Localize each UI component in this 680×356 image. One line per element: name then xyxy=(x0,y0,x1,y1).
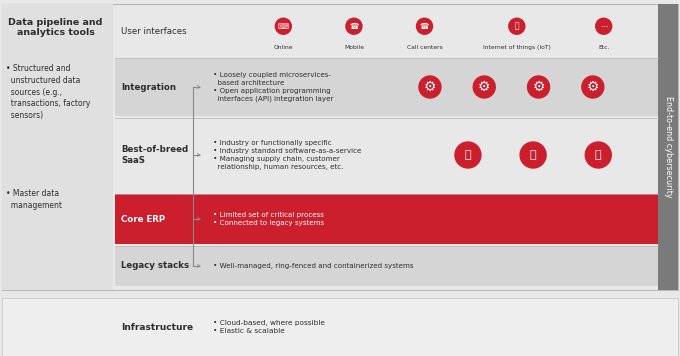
Text: • Loosely coupled microservices-
  based architecture
• Open application program: • Loosely coupled microservices- based a… xyxy=(213,72,333,102)
Bar xyxy=(115,8,658,56)
Text: ⚙: ⚙ xyxy=(478,80,490,94)
Circle shape xyxy=(275,18,291,34)
Text: • Master data
  management: • Master data management xyxy=(6,189,62,210)
Circle shape xyxy=(455,142,481,168)
Circle shape xyxy=(473,76,495,98)
Text: • Well-managed, ring-fenced and containerized systems: • Well-managed, ring-fenced and containe… xyxy=(213,263,413,269)
Circle shape xyxy=(417,18,432,34)
Text: Online: Online xyxy=(273,45,293,50)
Text: • Limited set of critical process
• Connected to legacy systems: • Limited set of critical process • Conn… xyxy=(213,212,324,226)
Text: ⛳: ⛳ xyxy=(595,150,602,160)
Bar xyxy=(2,4,113,290)
Text: ⛳: ⛳ xyxy=(464,150,471,160)
Circle shape xyxy=(520,142,546,168)
Text: ⚙: ⚙ xyxy=(587,80,599,94)
Text: Etc.: Etc. xyxy=(598,45,609,50)
Text: ☎: ☎ xyxy=(420,22,429,31)
Text: ⌨: ⌨ xyxy=(278,22,289,31)
Text: ⛳: ⛳ xyxy=(530,150,537,160)
Circle shape xyxy=(509,18,525,34)
Text: ⚙: ⚙ xyxy=(424,80,436,94)
Text: • Structured and
  unstructured data
  sources (e.g.,
  transactions, factory
  : • Structured and unstructured data sourc… xyxy=(6,64,90,120)
Bar xyxy=(2,4,678,290)
Text: Core ERP: Core ERP xyxy=(121,215,165,224)
Text: Infrastructure: Infrastructure xyxy=(121,323,193,331)
Text: • Industry or functionally specific
• Industry standard software-as-a-service
• : • Industry or functionally specific • In… xyxy=(213,140,361,170)
Bar xyxy=(115,118,658,192)
Text: Data pipeline and
analytics tools: Data pipeline and analytics tools xyxy=(8,18,103,37)
Text: ⚙: ⚙ xyxy=(532,80,545,94)
Text: End-to-end cybersecurity: End-to-end cybersecurity xyxy=(664,96,673,198)
Text: ☎: ☎ xyxy=(349,22,358,31)
Text: Best-of-breed
SaaS: Best-of-breed SaaS xyxy=(121,145,188,165)
Text: Mobile: Mobile xyxy=(344,45,364,50)
Circle shape xyxy=(596,18,612,34)
Bar xyxy=(115,194,658,244)
Text: User interfaces: User interfaces xyxy=(121,27,186,37)
Text: Integration: Integration xyxy=(121,83,176,91)
Circle shape xyxy=(346,18,362,34)
Bar xyxy=(658,4,678,290)
Text: • Cloud-based, where possible
• Elastic & scalable: • Cloud-based, where possible • Elastic … xyxy=(213,320,325,334)
Text: Internet of things (IoT): Internet of things (IoT) xyxy=(483,45,551,50)
Circle shape xyxy=(582,76,604,98)
Circle shape xyxy=(585,142,611,168)
Bar xyxy=(115,246,658,286)
Circle shape xyxy=(419,76,441,98)
Bar xyxy=(115,58,658,116)
Text: Legacy stacks: Legacy stacks xyxy=(121,262,189,271)
Text: Call centers: Call centers xyxy=(407,45,443,50)
Text: ⋯: ⋯ xyxy=(600,22,607,31)
Bar xyxy=(2,298,678,356)
Text: ⌖: ⌖ xyxy=(515,22,519,31)
Circle shape xyxy=(528,76,549,98)
